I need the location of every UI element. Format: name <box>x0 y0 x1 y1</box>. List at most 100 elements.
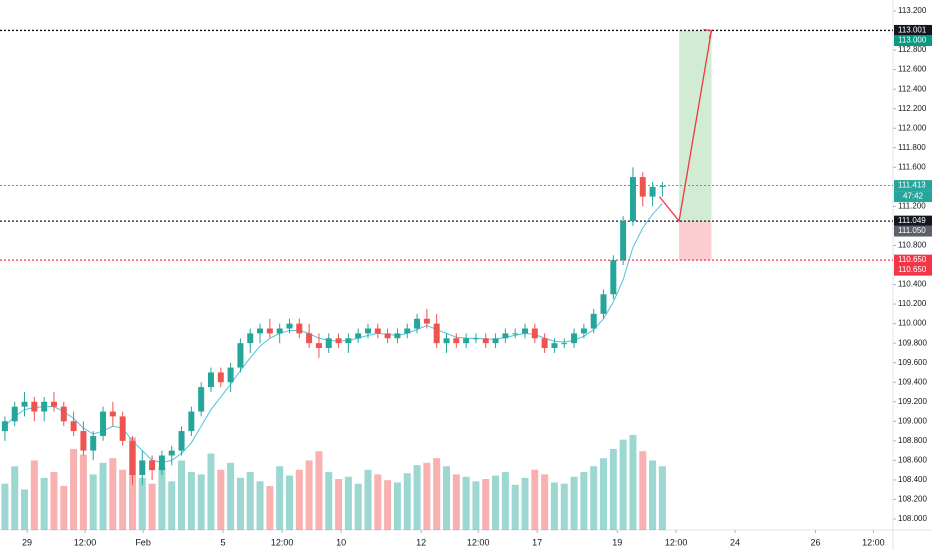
candle-body <box>109 411 116 417</box>
volume-bar <box>168 481 176 530</box>
candle-body <box>541 338 548 349</box>
candle-body <box>129 440 136 476</box>
volume-bar <box>217 469 225 530</box>
volume-bar <box>452 474 460 530</box>
candle-body <box>178 431 185 451</box>
candle-body <box>502 333 509 339</box>
volume-bar <box>109 458 117 530</box>
volume-bar <box>550 482 558 530</box>
candle-body <box>639 177 646 197</box>
x-tick-label: 10 <box>336 537 346 547</box>
y-tick-label: 109.800 <box>898 338 927 347</box>
volume-bar <box>315 451 323 530</box>
candle-body <box>276 328 283 334</box>
volume-bar <box>325 472 333 530</box>
candle-body <box>472 338 479 340</box>
countdown-badge <box>894 191 932 203</box>
volume-bar <box>138 477 146 530</box>
volume-bar <box>443 466 450 530</box>
volume-bar <box>187 472 195 530</box>
volume-bar <box>403 473 411 530</box>
y-tick-label: 108.400 <box>898 475 927 484</box>
volume-bar <box>158 466 166 530</box>
volume-bar <box>521 477 529 530</box>
y-tick-label: 112.600 <box>898 65 927 74</box>
price-badge <box>894 264 932 276</box>
x-tick-label: 29 <box>22 537 32 547</box>
volume-bar <box>276 466 284 530</box>
y-tick-label: 112.200 <box>898 104 927 113</box>
volume-bar <box>40 477 48 530</box>
price-badge <box>894 35 932 47</box>
volume-bar <box>21 489 29 530</box>
volume-bar <box>433 458 441 530</box>
candle-body <box>90 435 97 451</box>
volume-bar <box>60 485 68 530</box>
candle-body <box>50 401 57 407</box>
candle-body <box>492 338 499 344</box>
volume-bar <box>335 479 343 530</box>
y-tick-label: 108.600 <box>898 455 927 464</box>
y-tick-label: 112.400 <box>898 84 927 93</box>
candle-body <box>551 343 558 349</box>
candle-body <box>394 333 401 339</box>
candle-body <box>649 186 656 197</box>
volume-bar <box>285 475 293 530</box>
candle-body <box>512 333 519 335</box>
candle-body <box>404 328 411 334</box>
candle-body <box>620 221 627 261</box>
candle-body <box>571 333 578 344</box>
volume-bar <box>472 481 480 530</box>
candle-body <box>207 372 214 388</box>
x-tick-label: 12:00 <box>862 537 885 547</box>
price-badge-label: 111.049 <box>898 216 926 225</box>
candle-body <box>149 460 156 471</box>
stop-zone <box>679 221 712 261</box>
moving-average <box>4 203 663 463</box>
candle-body <box>100 411 107 436</box>
y-tick-label: 109.000 <box>898 416 927 425</box>
candle-body <box>158 455 165 471</box>
volume-bar <box>629 435 637 530</box>
candle-body <box>11 406 18 422</box>
volume-bar <box>70 448 78 530</box>
volume-bar <box>560 483 568 530</box>
volume-bar <box>511 484 519 530</box>
candle-body <box>257 328 264 334</box>
volume-bar <box>600 458 608 530</box>
volume-bar <box>227 462 235 530</box>
candle-body <box>325 338 332 349</box>
y-tick-label: 113.200 <box>898 6 927 15</box>
volume-bar <box>570 476 578 530</box>
volume-bar <box>119 469 127 530</box>
volume-bar <box>393 482 401 530</box>
candle-body <box>188 411 195 432</box>
volume-bar <box>305 460 313 530</box>
volume-bar <box>482 479 490 530</box>
volume-bar <box>580 472 588 530</box>
y-tick-label: 108.000 <box>898 514 927 523</box>
y-tick-label: 110.200 <box>898 299 927 308</box>
y-tick-label: 109.400 <box>898 377 927 386</box>
candle-body <box>139 460 146 476</box>
volume-bar <box>413 465 421 530</box>
candle-body <box>531 328 538 339</box>
candle-body <box>600 294 607 314</box>
x-tick-label: 12:00 <box>665 537 688 547</box>
candle-body <box>374 328 381 334</box>
x-tick-label: 19 <box>612 537 622 547</box>
candle-body <box>345 338 352 344</box>
candle-body <box>21 401 28 407</box>
candle-body <box>41 401 48 412</box>
volume-bar <box>1 483 9 530</box>
arrow-head <box>703 28 713 39</box>
y-tick-label: 111.600 <box>898 162 926 171</box>
candle-body <box>227 367 234 383</box>
candle-body <box>433 323 440 344</box>
candle-body <box>247 333 254 344</box>
volume-bar <box>99 462 107 530</box>
volume-bar <box>531 469 539 530</box>
x-tick-label: 12 <box>416 537 426 547</box>
